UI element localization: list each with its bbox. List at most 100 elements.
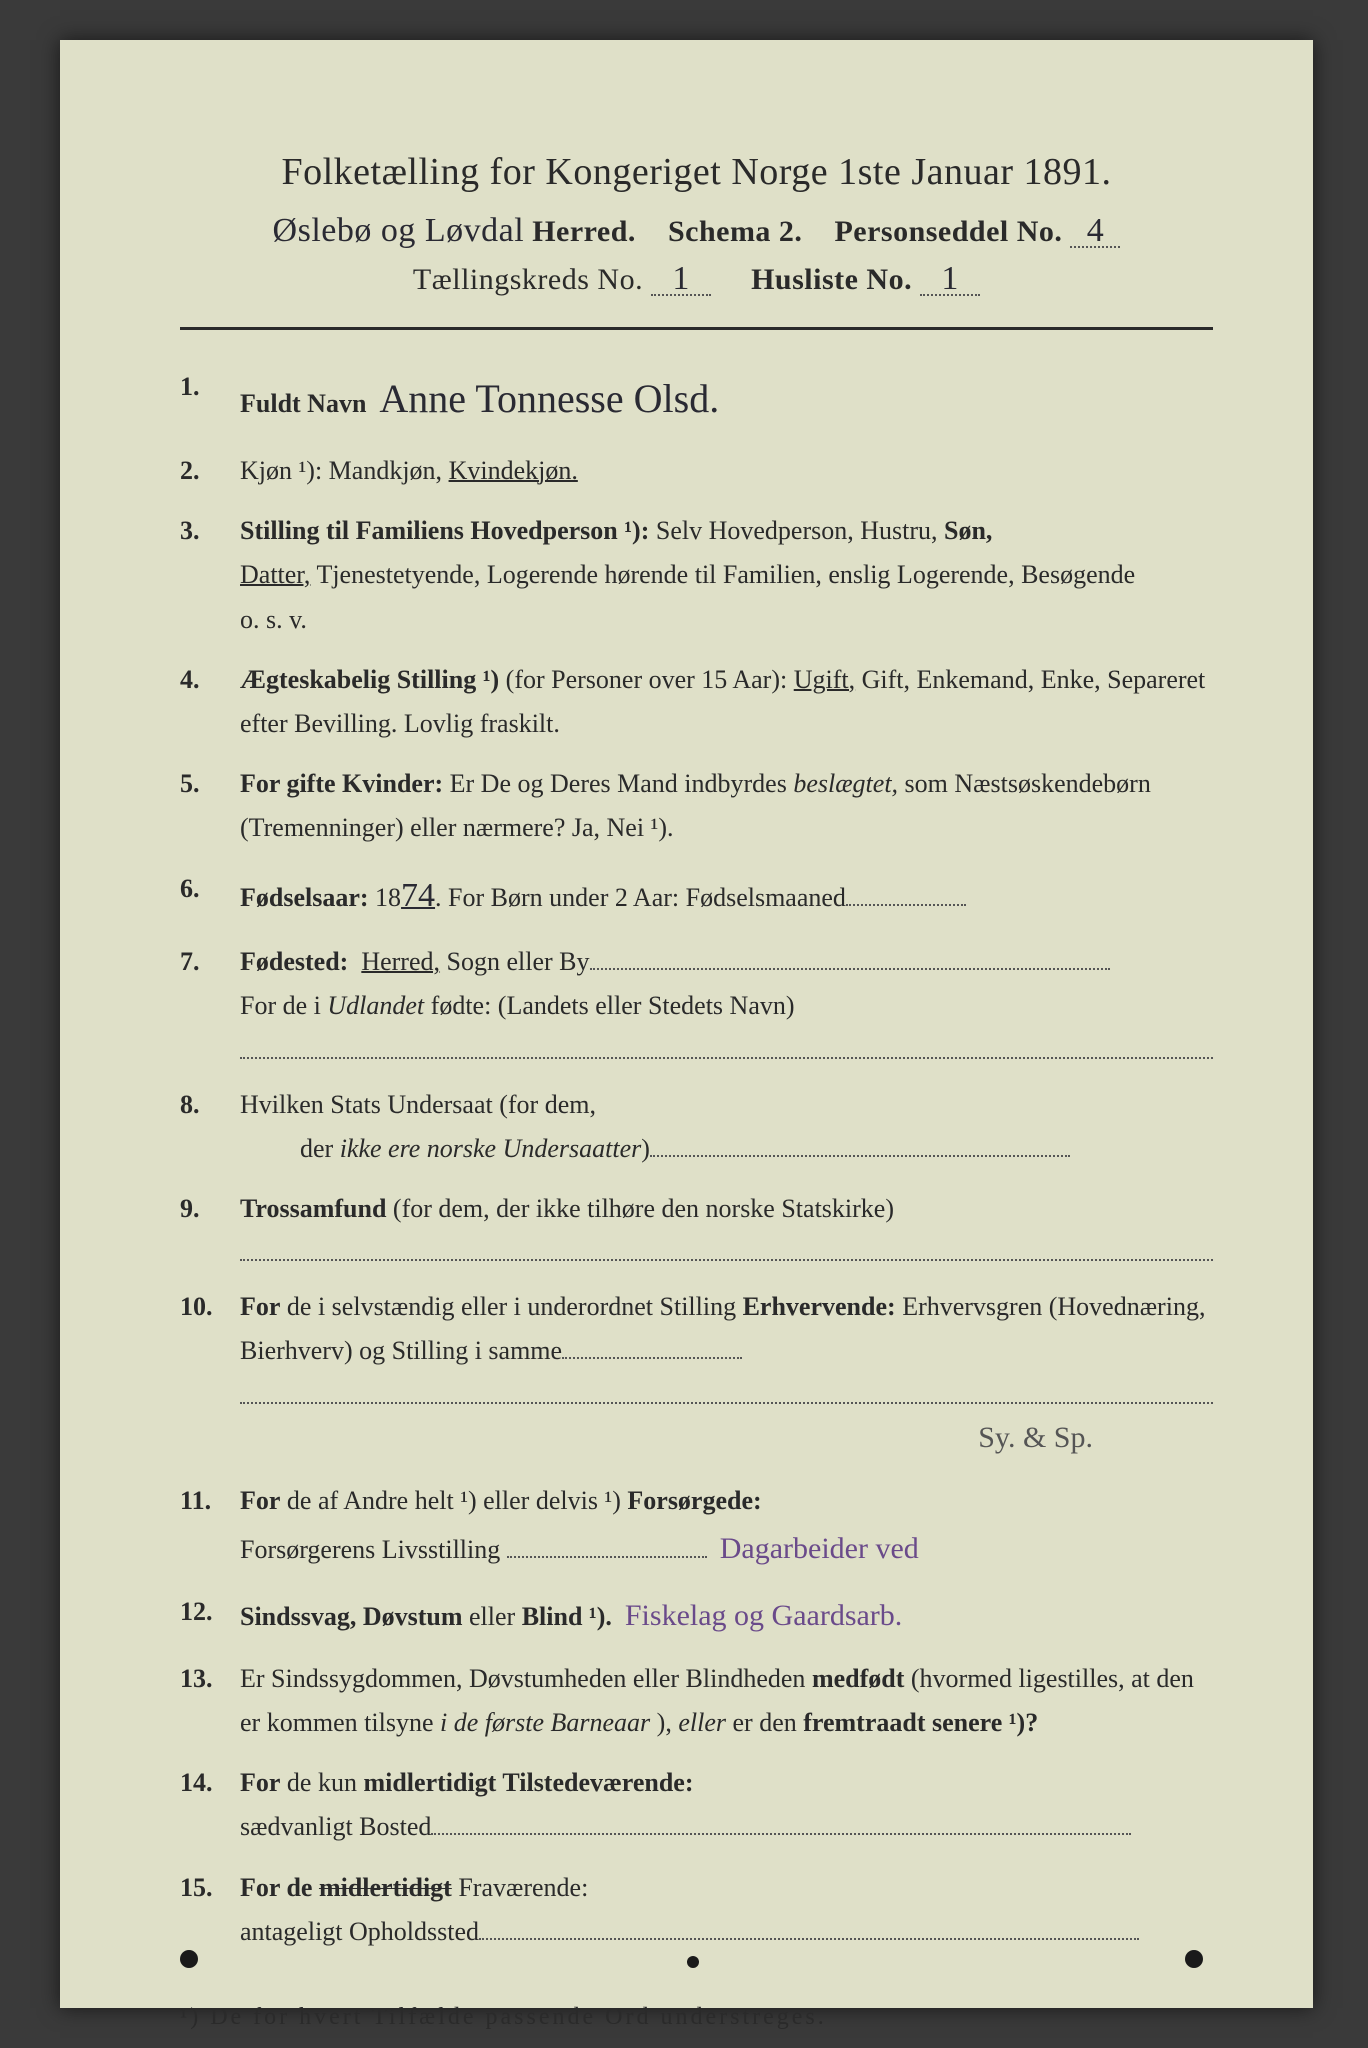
- q3a: Stilling til Familiens Hovedperson ¹):: [240, 516, 649, 545]
- body-9: Trossamfund (for dem, der ikke tilhøre d…: [240, 1187, 1213, 1269]
- num-9: 9.: [180, 1187, 240, 1269]
- header-line-1: Øslebø og Løvdal Herred. Schema 2. Perso…: [180, 212, 1213, 250]
- q14a: For: [240, 1768, 280, 1797]
- q14b: de kun: [287, 1768, 364, 1797]
- header-line-2: Tællingskreds No. 1 Husliste No. 1: [180, 260, 1213, 297]
- q8-dots: [650, 1155, 1070, 1157]
- q5b: Er De og Deres Mand indbyrdes: [450, 769, 794, 798]
- q3-son: Søn,: [944, 516, 992, 545]
- q7c: For de i: [240, 991, 327, 1020]
- q11c: Forsørgede:: [627, 1486, 761, 1515]
- document-paper: Folketælling for Kongeriget Norge 1ste J…: [60, 40, 1313, 2008]
- q7e: fødte: (Landets eller Stedets Navn): [424, 991, 794, 1020]
- taellingskreds-no: 1: [651, 260, 711, 296]
- header-block: Folketælling for Kongeriget Norge 1ste J…: [180, 150, 1213, 297]
- main-title: Folketælling for Kongeriget Norge 1ste J…: [180, 150, 1213, 194]
- num-4: 4.: [180, 658, 240, 746]
- body-10: For de i selvstændig eller i underordnet…: [240, 1285, 1213, 1462]
- herred-handwritten: Øslebø og Løvdal: [273, 212, 525, 250]
- body-4: Ægteskabelig Stilling ¹) (for Personer o…: [240, 658, 1213, 746]
- num-10: 10.: [180, 1285, 240, 1462]
- item-9: 9. Trossamfund (for dem, der ikke tilhør…: [180, 1187, 1213, 1269]
- q9a: Trossamfund: [240, 1194, 386, 1223]
- q1-label: Fuldt Navn: [240, 389, 366, 418]
- q10-hand: Sy. & Sp.: [978, 1412, 1093, 1463]
- q2-text: Kjøn ¹): Mandkjøn,: [240, 456, 449, 485]
- item-4: 4. Ægteskabelig Stilling ¹) (for Persone…: [180, 658, 1213, 746]
- q1-handwritten: Anne Tonnesse Olsd.: [379, 365, 719, 433]
- num-14: 14.: [180, 1761, 240, 1849]
- q8a: Hvilken Stats Undersaat (for dem,: [240, 1090, 596, 1119]
- punch-hole-left: [180, 1950, 198, 1968]
- num-12: 12.: [180, 1590, 240, 1641]
- q14-dots: [431, 1833, 1131, 1835]
- item-5: 5. For gifte Kvinder: Er De og Deres Man…: [180, 762, 1213, 850]
- q12c: Blind ¹).: [522, 1602, 612, 1631]
- divider-top: [180, 327, 1213, 330]
- num-2: 2.: [180, 449, 240, 493]
- q3d: Tjenestetyende, Logerende hørende til Fa…: [316, 560, 1135, 589]
- q15-dots: [479, 1938, 1139, 1940]
- body-11: For de af Andre helt ¹) eller delvis ¹) …: [240, 1479, 1213, 1574]
- num-8: 8.: [180, 1083, 240, 1171]
- q8b: der: [300, 1134, 340, 1163]
- item-10: 10. For de i selvstændig eller i underor…: [180, 1285, 1213, 1462]
- q10c: Erhvervende:: [743, 1292, 896, 1321]
- q7-dots1: [590, 968, 1110, 970]
- q4-ugift: Ugift,: [794, 665, 855, 694]
- q10-handline: Sy. & Sp.: [240, 1412, 1213, 1463]
- num-15: 15.: [180, 1866, 240, 1954]
- q6-dots: [846, 904, 966, 906]
- item-2: 2. Kjøn ¹): Mandkjøn, Kvindekjøn.: [180, 449, 1213, 493]
- q7-herred: Herred,: [361, 947, 440, 976]
- body-6: Fødselsaar: 1874. For Børn under 2 Aar: …: [240, 867, 1213, 925]
- q10-dots2: [240, 1382, 1213, 1404]
- q10a: For: [240, 1292, 280, 1321]
- q14d: sædvanligt Bosted: [240, 1812, 431, 1841]
- q13f: eller: [678, 1708, 726, 1737]
- personseddel-label: Personseddel No.: [834, 215, 1062, 248]
- q11-hand: Dagarbeider ved: [720, 1532, 919, 1565]
- q7a: Fødested:: [240, 947, 348, 976]
- q15d: antageligt Opholdssted: [240, 1917, 479, 1946]
- page-viewport: Folketælling for Kongeriget Norge 1ste J…: [0, 0, 1368, 2048]
- q12-hand: Fiskelag og Gaardsarb.: [625, 1599, 902, 1632]
- schema-label: Schema 2.: [668, 215, 803, 248]
- q11b: de af Andre helt ¹) eller delvis ¹): [287, 1486, 627, 1515]
- herred-label: Herred.: [532, 215, 636, 248]
- q6c: . For Børn under 2 Aar: Fødselsmaaned: [435, 883, 846, 912]
- q10-dots1: [562, 1357, 742, 1359]
- husliste-label: Husliste No.: [751, 263, 912, 296]
- body-1: Fuldt Navn Anne Tonnesse Olsd.: [240, 365, 1213, 433]
- q4b: (for Personer over 15 Aar):: [506, 665, 794, 694]
- num-7: 7.: [180, 940, 240, 1066]
- q13h: fremtraadt senere ¹)?: [803, 1708, 1038, 1737]
- q4a: Ægteskabelig Stilling ¹): [240, 665, 499, 694]
- q8d: ): [641, 1134, 650, 1163]
- q13a: Er Sindssygdommen, Døvstumheden eller Bl…: [240, 1664, 812, 1693]
- body-5: For gifte Kvinder: Er De og Deres Mand i…: [240, 762, 1213, 850]
- body-12: Sindssvag, Døvstum eller Blind ¹). Fiske…: [240, 1590, 1213, 1641]
- personseddel-no: 4: [1070, 212, 1120, 248]
- q5a: For gifte Kvinder:: [240, 769, 443, 798]
- num-6: 6.: [180, 867, 240, 925]
- q10b: de i selvstændig eller i underordnet Sti…: [287, 1292, 743, 1321]
- item-15: 15. For de midlertidigt Fraværende: anta…: [180, 1866, 1213, 1954]
- q14c: midlertidigt Tilstedeværende:: [363, 1768, 693, 1797]
- q9-dots: [240, 1239, 1213, 1261]
- taellingskreds-label: Tællingskreds No.: [413, 263, 643, 296]
- q6-hand: 74: [401, 867, 435, 925]
- num-3: 3.: [180, 509, 240, 642]
- q12a: Sindssvag, Døvstum: [240, 1602, 463, 1631]
- body-3: Stilling til Familiens Hovedperson ¹): S…: [240, 509, 1213, 642]
- q12b: eller: [469, 1602, 522, 1631]
- q13d: i de første Barneaar: [440, 1708, 650, 1737]
- q9b: (for dem, der ikke tilhøre den norske St…: [393, 1194, 894, 1223]
- q7d: Udlandet: [327, 991, 424, 1020]
- num-5: 5.: [180, 762, 240, 850]
- item-8: 8. Hvilken Stats Undersaat (for dem, der…: [180, 1083, 1213, 1171]
- q5c: beslægtet,: [793, 769, 898, 798]
- q7-dots2: [240, 1037, 1213, 1059]
- item-13: 13. Er Sindssygdommen, Døvstumheden elle…: [180, 1657, 1213, 1745]
- q3b: Selv Hovedperson, Hustru,: [656, 516, 944, 545]
